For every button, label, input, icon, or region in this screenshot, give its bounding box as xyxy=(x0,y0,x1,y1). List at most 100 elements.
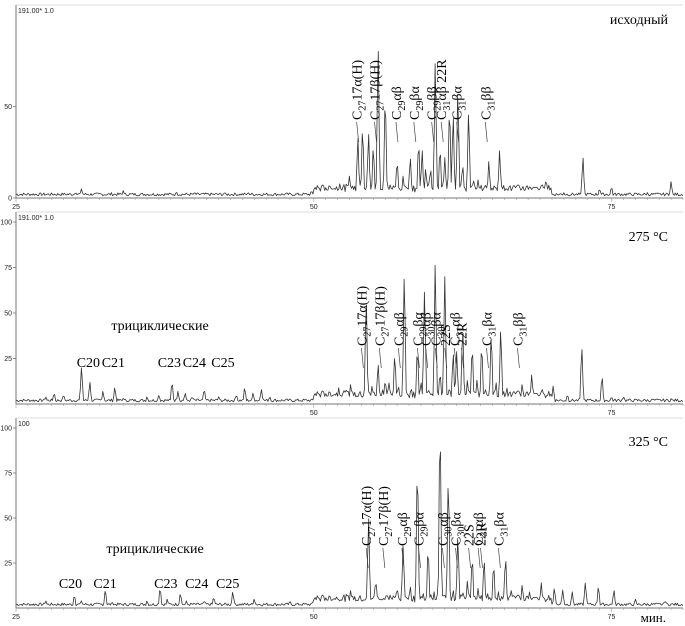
peak-pointer xyxy=(440,121,444,143)
peak-label-rest: 22R xyxy=(456,322,471,346)
x-tick-label: 25 xyxy=(12,204,20,211)
peak-label-subscript: 27 xyxy=(384,527,395,537)
peak-label: C30βα xyxy=(429,312,447,346)
peak-label: C31ββ xyxy=(479,86,497,120)
peak-label-text: C30αβ xyxy=(436,512,454,546)
peak-label-text: C2717α(H) xyxy=(351,60,369,120)
tricyclic-symbol: C xyxy=(154,577,163,592)
peak-label-text: C29βα xyxy=(413,512,431,546)
y-tick-label: 0 xyxy=(8,196,12,203)
peak-pointer xyxy=(468,547,471,569)
tricyclic-label: C23 xyxy=(158,356,181,371)
peak-pointer xyxy=(395,121,399,143)
peak-label-subscript: 31 xyxy=(458,101,469,111)
peak-pointer xyxy=(365,547,369,569)
tricyclic-number: 21 xyxy=(111,356,125,371)
peak-label-rest: αβ xyxy=(420,312,435,326)
peak-label-text: C2717β(H) xyxy=(377,486,395,546)
panel-header: 191.00* 1.0 xyxy=(18,215,54,222)
tricyclic-symbol: C xyxy=(102,356,111,371)
group-label: трициклические xyxy=(111,319,208,334)
peak-label-subscript: 31 xyxy=(442,101,453,111)
peak-label-subscript: 29 xyxy=(403,527,414,537)
peak-label-symbol: C xyxy=(472,537,487,546)
peak-label-symbol: C xyxy=(429,337,444,346)
peak-label-rest: βα xyxy=(429,312,444,327)
peak-label-rest: ββ xyxy=(479,86,494,100)
peak-label-rest: 17α(H) xyxy=(351,60,366,101)
tricyclic-number: 23 xyxy=(167,356,181,371)
peak-label-text: C31ββ xyxy=(479,86,497,120)
peak-label: C29αβ xyxy=(392,312,410,346)
y-tick-label: 100 xyxy=(0,220,12,227)
x-tick-label: 75 xyxy=(608,614,616,621)
peak-label-symbol: C xyxy=(373,337,388,346)
tricyclic-label: C23 xyxy=(154,577,177,592)
peak-label-rest: βα xyxy=(408,86,423,101)
peak-label-subscript: 27 xyxy=(362,327,373,337)
tricyclic-symbol: C xyxy=(93,577,102,592)
peak-label-symbol: C xyxy=(492,537,507,546)
y-tick-label: 75 xyxy=(4,265,12,272)
x-tick-label: 50 xyxy=(310,410,318,417)
peak-label-subscript: 30 xyxy=(443,527,454,537)
peak-pointer xyxy=(455,547,458,569)
peak-label: 22R xyxy=(475,522,490,546)
x-tick-label: 75 xyxy=(608,410,616,417)
tricyclic-symbol: C xyxy=(183,356,192,371)
peak-label: C31αβ xyxy=(448,312,466,346)
peak-label-symbol: C xyxy=(479,111,494,120)
peak-pointer xyxy=(453,347,457,369)
y-tick-label: 50 xyxy=(4,104,12,111)
peak-label-rest: αβ xyxy=(448,312,463,326)
peak-label: C2717α(H) xyxy=(360,486,378,546)
tricyclic-number: 24 xyxy=(192,356,206,371)
peak-pointer xyxy=(382,547,386,569)
peak-pointer xyxy=(374,121,377,143)
peak-label-rest: αβ xyxy=(436,512,451,526)
peak-pointer xyxy=(413,121,417,143)
tricyclic-number: 23 xyxy=(163,577,177,592)
peak-label-rest: βα xyxy=(411,312,426,327)
y-tick-label: 50 xyxy=(4,311,12,318)
peak-label-subscript: 29 xyxy=(397,101,408,111)
x-tick-label: 75 xyxy=(608,204,616,211)
peak-label-symbol: C xyxy=(408,111,423,120)
peak-label: C31αβ xyxy=(472,512,490,546)
peak-label: C29βα xyxy=(413,512,431,546)
tricyclic-label: C21 xyxy=(102,356,125,371)
chromatogram-trace xyxy=(15,451,684,607)
peak-label-subscript: 30 xyxy=(457,527,468,537)
peak-label-rest: αβ xyxy=(392,312,407,326)
tricyclic-label: C25 xyxy=(216,577,239,592)
peak-label-rest: βα xyxy=(413,512,428,527)
peak-label-rest: αβ 22R xyxy=(435,59,450,101)
peak-label-subscript: 29 xyxy=(433,101,444,111)
peak-label-subscript: 31 xyxy=(455,327,466,337)
peak-label-text: C2717α(H) xyxy=(355,286,373,346)
peak-label-symbol: C xyxy=(451,111,466,120)
peak-label-symbol: C xyxy=(481,337,496,346)
peak-label-subscript: 29 xyxy=(415,101,426,111)
tricyclic-symbol: C xyxy=(59,577,68,592)
peak-label-subscript: 30 xyxy=(427,327,438,337)
peak-label-subscript: 27 xyxy=(367,527,378,537)
peak-label-text: C2717β(H) xyxy=(373,286,391,346)
tricyclic-label: C20 xyxy=(77,356,100,371)
peak-label-rest: 17β(H) xyxy=(377,486,392,527)
peak-label: C30αβ xyxy=(420,312,438,346)
peak-label: C30αβ xyxy=(436,512,454,546)
tricyclic-symbol: C xyxy=(216,577,225,592)
peak-label: 22R xyxy=(456,322,471,346)
peak-label-text: C30αβ xyxy=(420,312,438,346)
peak-label: C29βα xyxy=(408,86,426,120)
peak-pointer xyxy=(434,347,438,369)
tricyclic-symbol: C xyxy=(158,356,167,371)
peak-pointer xyxy=(356,121,359,143)
peak-label-text: C31βα xyxy=(492,512,510,546)
peak-label-text: C29αβ xyxy=(392,312,410,346)
tricyclic-number: 25 xyxy=(221,356,235,371)
peak-pointer xyxy=(517,347,520,369)
